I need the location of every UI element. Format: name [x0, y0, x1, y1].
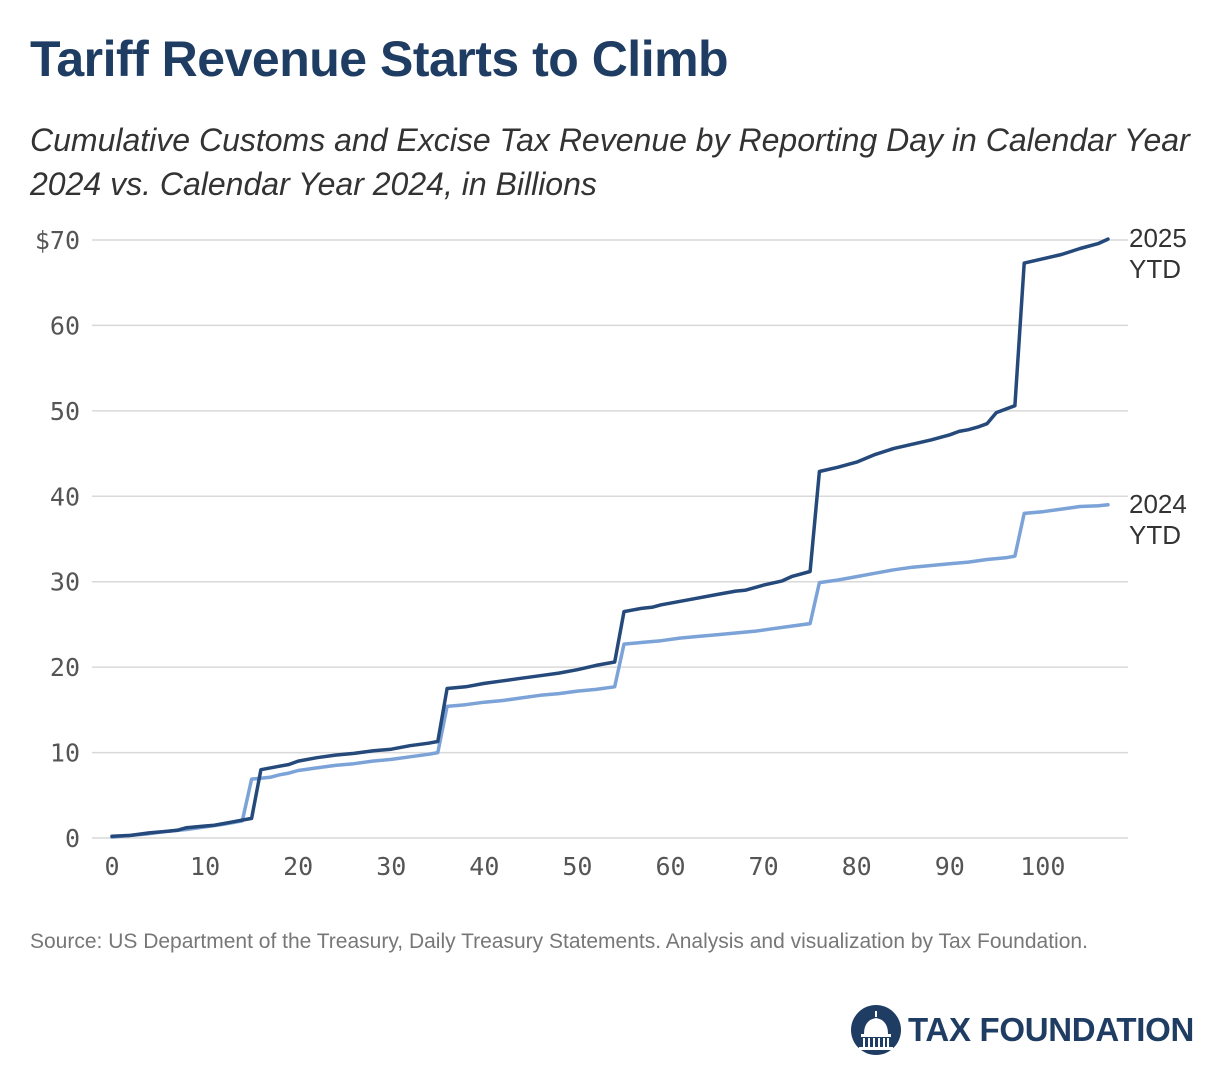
x-tick-label-90: 90	[935, 852, 965, 881]
y-tick-label-70: $70	[35, 226, 80, 255]
x-tick-label-10: 10	[190, 852, 220, 881]
x-tick-label-100: 100	[1020, 852, 1065, 881]
y-axis-ticks: 0 10 20 30 40 50 60 $70	[35, 226, 80, 853]
page-title: Tariff Revenue Starts to Climb	[30, 31, 729, 87]
x-tick-label-20: 20	[283, 852, 313, 881]
x-tick-label-0: 0	[104, 852, 119, 881]
y-tick-label-10: 10	[50, 739, 80, 768]
y-tick-label-30: 30	[50, 568, 80, 597]
tax-foundation-logo: TAX FOUNDATION	[850, 1004, 1194, 1056]
x-tick-label-40: 40	[469, 852, 499, 881]
series-label-2024: 2024 YTD	[1129, 489, 1187, 550]
grid-lines	[92, 239, 1128, 839]
x-tick-label-50: 50	[562, 852, 592, 881]
y-tick-label-50: 50	[50, 397, 80, 426]
y-tick-label-60: 60	[50, 311, 80, 340]
page-subtitle: Cumulative Customs and Excise Tax Revenu…	[30, 122, 1190, 202]
series-labels: 2025 YTD 2024 YTD	[1129, 223, 1187, 550]
series-lines	[110, 237, 1110, 839]
y-tick-label-40: 40	[50, 482, 80, 511]
x-tick-label-60: 60	[655, 852, 685, 881]
source-note: Source: US Department of the Treasury, D…	[30, 930, 1088, 953]
capitol-dome-icon	[851, 1005, 901, 1055]
logo-text: TAX FOUNDATION	[908, 1011, 1195, 1048]
series-label-2025: 2025 YTD	[1129, 223, 1187, 284]
y-tick-label-20: 20	[50, 653, 80, 682]
y-tick-label-0: 0	[65, 824, 80, 853]
series-line-2025	[110, 237, 1110, 839]
x-tick-label-30: 30	[376, 852, 406, 881]
x-tick-label-80: 80	[842, 852, 872, 881]
series-line-2024	[110, 503, 1110, 839]
x-axis-ticks: 0 10 20 30 40 50 60 70 80 90 100	[104, 852, 1065, 881]
x-tick-label-70: 70	[749, 852, 779, 881]
